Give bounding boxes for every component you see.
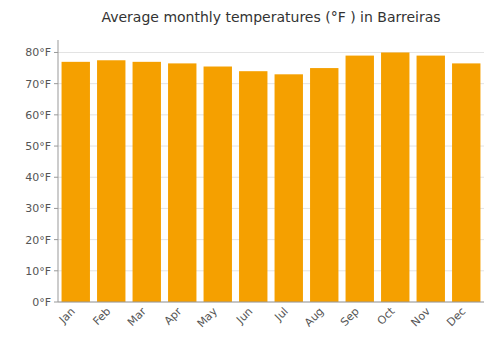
y-tick-label: 80°F	[25, 46, 51, 59]
bar	[204, 67, 232, 302]
y-tick	[54, 114, 58, 115]
y-tick-label: 20°F	[25, 234, 51, 247]
bar	[239, 71, 267, 302]
chart-svg: Average monthly temperatures (°F ) in Ba…	[0, 0, 500, 350]
x-tick-label: Jan	[56, 305, 78, 327]
x-axis-line	[58, 302, 484, 303]
bars	[62, 52, 481, 302]
bar	[417, 56, 445, 302]
x-tick-label: Apr	[162, 305, 185, 328]
bar	[346, 56, 374, 302]
y-tick-label: 0°F	[32, 296, 51, 309]
x-tick-label: Mar	[125, 305, 149, 329]
y-tick	[54, 270, 58, 271]
x-tick-label: Oct	[375, 304, 398, 327]
x-tick-label: Sep	[338, 305, 362, 329]
y-tick-label: 70°F	[25, 78, 51, 91]
x-axis: Jan Feb Mar Apr May Jun Jul Aug Sep Oct Nov Dec	[56, 302, 484, 330]
x-tick-label: Feb	[90, 305, 113, 328]
y-tick	[54, 239, 58, 240]
y-tick	[54, 302, 58, 303]
bar	[133, 62, 161, 302]
bar	[275, 74, 303, 302]
y-tick-label: 30°F	[25, 202, 51, 215]
x-tick-label: Dec	[444, 305, 468, 329]
y-axis: 0°F 10°F 20°F 30°F 40°F 50°F 60°F 70°F 80°F	[25, 40, 58, 309]
bar	[168, 63, 196, 302]
chart-title: Average monthly temperatures (°F ) in Ba…	[101, 9, 440, 25]
y-tick	[54, 177, 58, 178]
x-tick-label: Aug	[302, 305, 326, 329]
y-tick-label: 10°F	[25, 265, 51, 278]
y-tick	[54, 146, 58, 147]
grid-line	[58, 52, 484, 53]
y-tick-label: 50°F	[25, 140, 51, 153]
bar	[62, 62, 90, 302]
bar	[452, 63, 480, 302]
x-tick-label: Jun	[233, 305, 255, 327]
y-tick	[54, 208, 58, 209]
bar	[310, 68, 338, 302]
bar	[381, 52, 409, 302]
x-tick-label: May	[195, 305, 221, 331]
y-tick	[54, 83, 58, 84]
y-axis-line	[58, 40, 59, 302]
grid	[58, 52, 484, 302]
bar	[97, 60, 125, 302]
chart-container: Average monthly temperatures (°F ) in Ba…	[0, 0, 500, 350]
grid-line	[58, 302, 484, 303]
y-tick-label: 40°F	[25, 171, 51, 184]
y-tick-label: 60°F	[25, 109, 51, 122]
y-tick	[54, 52, 58, 53]
x-tick-label: Jul	[272, 305, 291, 324]
x-tick-label: Nov	[408, 305, 433, 330]
